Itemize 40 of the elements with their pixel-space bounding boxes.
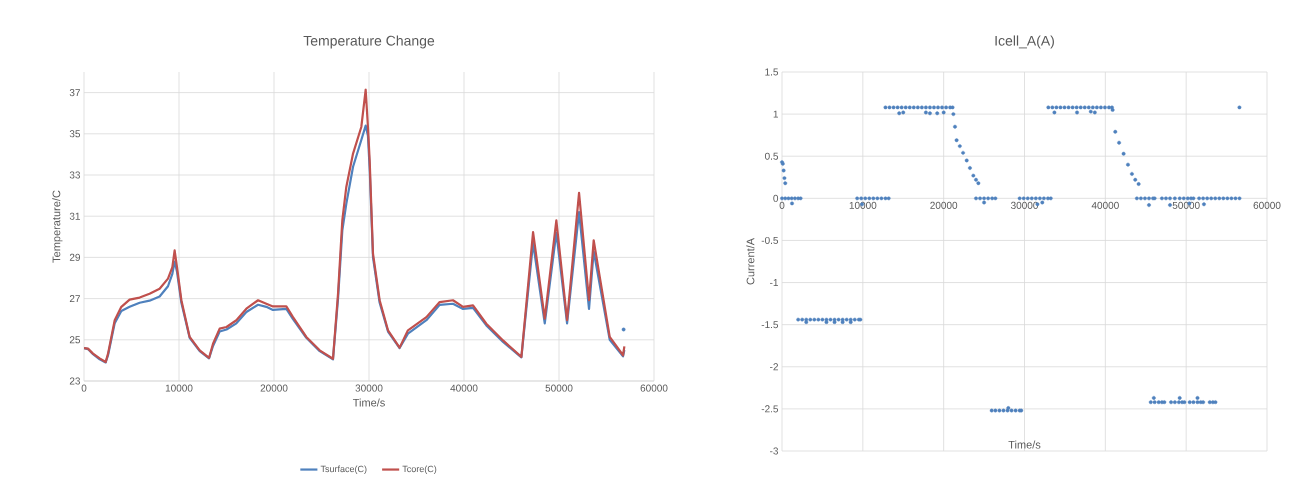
- y-tick-label: -2: [770, 363, 778, 371]
- y-tick-label: 29: [69, 253, 81, 261]
- x-tick-label: 0: [81, 384, 87, 392]
- y-tick-label: 1.5: [765, 68, 779, 76]
- y-tick-label: -1: [770, 279, 778, 286]
- legend-label: Tcore(C): [402, 465, 437, 474]
- legend-label: Tsurface(C): [320, 465, 367, 474]
- y-tick-label: -2.5: [761, 405, 779, 413]
- y-tick-label: -1.5: [761, 321, 779, 329]
- y-tick-label: 27: [69, 295, 80, 303]
- x-tick-label: 10000: [849, 201, 877, 209]
- y-axis-title: Current/A: [746, 238, 755, 285]
- x-tick-label: 50000: [545, 384, 573, 392]
- x-tick-label: 20000: [260, 384, 288, 392]
- y-axis-title: Temperature/C: [52, 190, 63, 263]
- y-tick-label: 0.5: [764, 152, 779, 160]
- x-axis-title: Time/s: [352, 398, 385, 407]
- x-axis-title: Time/s: [1008, 440, 1041, 449]
- x-tick-label: 60000: [1253, 201, 1281, 209]
- y-tick-label: 25: [69, 336, 81, 344]
- y-tick-label: 1: [773, 110, 778, 118]
- x-tick-label: 40000: [1091, 201, 1119, 209]
- y-tick-label: 31: [69, 212, 80, 220]
- x-tick-label: 30000: [355, 384, 383, 392]
- y-tick-label: -0.5: [761, 236, 779, 244]
- x-tick-label: 20000: [930, 201, 958, 209]
- x-tick-label: 0: [779, 201, 785, 209]
- chart-title: Icell_A(A): [995, 35, 1054, 49]
- y-tick-label: 35: [69, 130, 81, 138]
- y-tick-label: 0: [773, 194, 779, 202]
- y-tick-label: 23: [69, 377, 81, 385]
- y-tick-label: 37: [69, 89, 80, 97]
- x-tick-label: 60000: [640, 384, 668, 392]
- x-tick-label: 50000: [1172, 201, 1200, 209]
- x-tick-label: 10000: [165, 384, 193, 392]
- chart-title: Temperature Change: [303, 35, 435, 49]
- x-tick-label: 30000: [1010, 201, 1039, 209]
- y-tick-label: 33: [69, 171, 81, 179]
- y-tick-label: -3: [770, 447, 779, 455]
- x-tick-label: 40000: [450, 384, 478, 392]
